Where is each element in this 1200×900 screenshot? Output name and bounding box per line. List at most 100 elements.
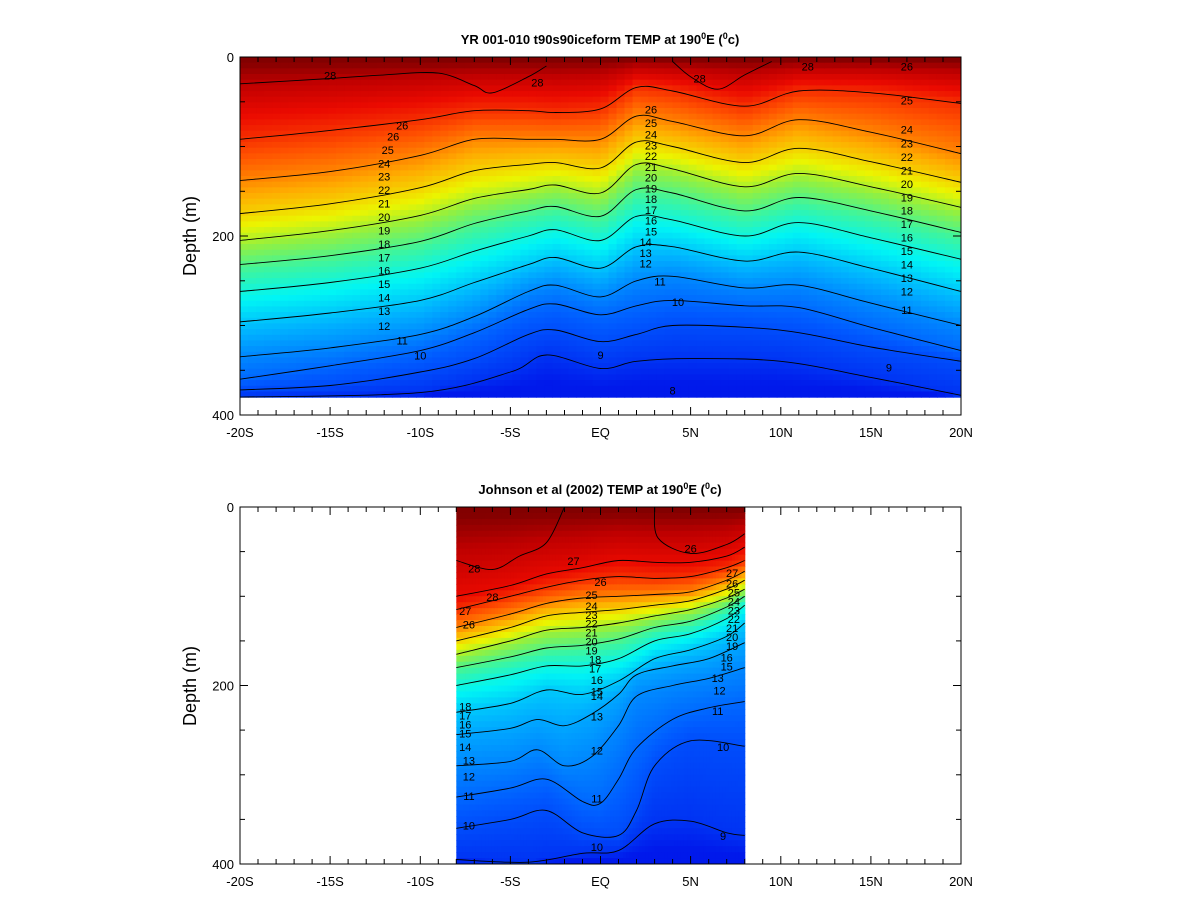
field-cell <box>520 295 529 302</box>
field-cell <box>880 210 890 217</box>
field-cell <box>576 147 586 154</box>
field-cell <box>504 312 513 319</box>
field-cell <box>696 74 706 81</box>
field-cell <box>264 272 273 279</box>
field-cell <box>472 147 481 154</box>
field-cell <box>784 238 794 245</box>
field-cell <box>784 79 794 86</box>
field-cell <box>512 346 521 353</box>
field-cell <box>560 193 570 200</box>
field-cell <box>608 272 618 279</box>
field-cell <box>280 249 289 256</box>
field-cell <box>544 317 554 325</box>
field-cell <box>416 346 425 353</box>
field-cell <box>744 142 754 149</box>
field-cell <box>632 187 642 194</box>
field-cell <box>592 57 602 64</box>
field-cell <box>840 159 850 166</box>
field-cell <box>360 215 369 222</box>
field-cell <box>272 142 281 149</box>
field-cell <box>872 210 882 217</box>
field-cell <box>840 125 850 132</box>
field-cell <box>248 153 257 160</box>
field-cell <box>704 385 714 393</box>
field-cell <box>296 119 305 126</box>
field-cell <box>560 91 570 98</box>
field-cell <box>592 357 602 364</box>
field-cell <box>376 244 385 251</box>
field-cell <box>360 289 369 296</box>
field-cell <box>736 346 746 353</box>
field-cell <box>496 119 505 126</box>
field-cell <box>456 300 465 308</box>
field-cell <box>712 147 722 154</box>
field-cell <box>264 317 273 325</box>
field-cell <box>384 136 393 143</box>
field-cell <box>832 102 842 109</box>
field-cell <box>272 244 281 251</box>
field-cell <box>264 232 273 239</box>
field-cell <box>648 119 658 126</box>
field-cell <box>248 340 257 347</box>
field-cell <box>472 380 481 387</box>
field-cell <box>280 380 289 387</box>
field-cell <box>264 210 273 217</box>
field-cell <box>776 181 786 188</box>
field-cell <box>464 312 473 319</box>
field-cell <box>440 119 449 126</box>
field-cell <box>752 244 762 251</box>
field-cell <box>392 113 401 120</box>
field-cell <box>440 323 449 330</box>
field-cell <box>312 295 321 302</box>
field-cell <box>552 187 562 194</box>
field-cell <box>416 170 425 177</box>
field-cell <box>592 255 602 262</box>
field-cell <box>384 380 393 387</box>
field-cell <box>848 363 858 370</box>
field-cell <box>816 255 826 262</box>
field-cell <box>784 85 794 92</box>
field-cell <box>576 385 586 393</box>
field-cell <box>272 317 281 325</box>
field-cell <box>424 249 433 256</box>
field-cell <box>416 153 425 160</box>
field-cell <box>480 244 489 251</box>
field-cell <box>464 62 473 69</box>
field-cell <box>392 255 401 262</box>
field-cell <box>904 102 914 109</box>
field-cell <box>704 346 714 353</box>
field-cell <box>256 289 265 296</box>
field-cell <box>552 102 562 109</box>
field-cell <box>312 164 321 171</box>
field-cell <box>464 74 473 81</box>
field-cell <box>824 391 834 398</box>
field-cell <box>544 357 554 364</box>
field-cell <box>744 374 754 381</box>
field-cell <box>248 363 257 370</box>
field-cell <box>280 300 289 308</box>
field-cell <box>688 300 698 308</box>
field-cell <box>608 176 618 183</box>
field-cell <box>728 142 738 149</box>
field-cell <box>328 91 337 98</box>
field-cell <box>304 334 313 342</box>
field-cell <box>624 62 634 69</box>
field-cell <box>656 113 666 120</box>
field-cell <box>632 130 642 137</box>
field-cell <box>408 125 417 132</box>
field-cell <box>352 96 361 103</box>
field-cell <box>328 317 337 325</box>
field-cell <box>800 176 810 183</box>
field-cell <box>416 74 425 81</box>
field-cell <box>400 295 409 302</box>
field-cell <box>248 227 257 234</box>
field-cell <box>400 278 409 285</box>
field-cell <box>408 272 417 279</box>
field-cell <box>840 96 850 103</box>
field-cell <box>552 142 562 149</box>
field-cell <box>504 125 513 132</box>
field-cell <box>424 272 433 279</box>
field-cell <box>536 68 546 75</box>
field-cell <box>432 385 441 393</box>
field-cell <box>584 159 594 166</box>
